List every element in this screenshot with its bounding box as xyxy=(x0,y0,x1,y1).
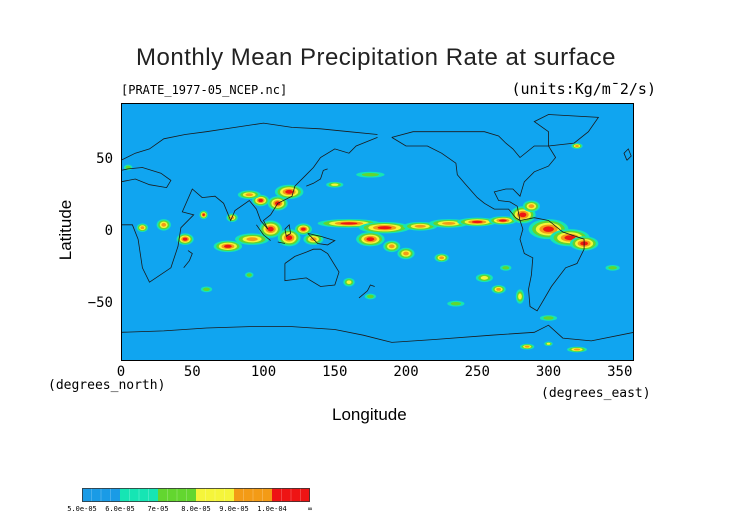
precip-region-level-5 xyxy=(301,227,306,231)
units-label: (units:Kg/m¯2/s) xyxy=(511,80,657,98)
precip-region-level-5 xyxy=(223,244,232,248)
precip-region-level-3 xyxy=(346,280,352,285)
x-tick-label: 350 xyxy=(607,364,633,380)
y-axis-label: Latitude xyxy=(56,199,75,261)
colorbar-label: ∞ xyxy=(307,505,313,513)
colorbar-swatch xyxy=(158,488,197,502)
precip-region-level-4 xyxy=(245,193,254,197)
coastline xyxy=(121,122,378,161)
y-tick-label: 50 xyxy=(96,151,113,168)
colorbar-swatch xyxy=(272,488,310,502)
coastline xyxy=(121,167,172,225)
x-tick-label: 300 xyxy=(535,364,562,380)
precip-region-level-3 xyxy=(518,293,522,300)
x-tick-label: 200 xyxy=(393,364,419,380)
precip-region-level-5 xyxy=(471,220,483,224)
coastline xyxy=(262,137,378,230)
precip-region-level-5 xyxy=(258,198,263,203)
x-tick-label: 0 xyxy=(116,364,126,380)
coastline xyxy=(121,188,269,283)
map-title: Monthly Mean Precipitation Rate at surfa… xyxy=(136,44,616,71)
precip-region-level-2 xyxy=(450,301,462,306)
map-frame xyxy=(121,103,634,361)
precip-region-level-2 xyxy=(361,172,379,177)
precip-region-level-5 xyxy=(499,219,507,222)
coastline xyxy=(307,233,336,246)
precip-region-level-4 xyxy=(496,287,501,291)
x-tick-label: 250 xyxy=(464,364,490,380)
coastline xyxy=(519,217,585,312)
coastline xyxy=(391,137,521,221)
precip-region-level-4 xyxy=(442,221,456,225)
precip-region-level-2 xyxy=(203,287,210,292)
precip-region-level-5 xyxy=(285,189,294,194)
precip-region-level-3 xyxy=(546,342,551,345)
precip-region-level-4 xyxy=(403,251,409,256)
colorbar xyxy=(82,488,310,502)
y-tick-label: −50 xyxy=(87,294,113,311)
colorbar-label: 8.0e-05 xyxy=(181,505,211,513)
coastline xyxy=(121,324,634,343)
precip-region-level-2 xyxy=(543,316,554,320)
precip-region-level-4 xyxy=(439,256,444,260)
x-tick-label: 150 xyxy=(322,364,348,380)
precip-region-level-3 xyxy=(331,183,339,186)
coastline xyxy=(284,223,292,237)
colorbar-label: 9.0e-05 xyxy=(219,505,249,513)
precip-region-level-2 xyxy=(366,294,374,299)
x-tick-label: 50 xyxy=(183,364,201,380)
precip-region-level-3 xyxy=(480,276,489,280)
coastline xyxy=(183,250,193,269)
colorbar-label: 5.0e-05 xyxy=(67,505,97,513)
x-axis-unit: (degrees_east) xyxy=(541,386,651,401)
x-tick-label: 100 xyxy=(250,364,277,380)
precip-region-level-5 xyxy=(366,237,375,242)
coastline xyxy=(391,131,557,221)
coastline xyxy=(533,114,600,147)
precip-region-level-2 xyxy=(502,266,510,270)
precipitation-field xyxy=(123,143,620,353)
coastline xyxy=(256,224,271,241)
coastlines xyxy=(121,114,634,343)
x-axis-label: Longitude xyxy=(332,405,407,424)
precip-region-level-4 xyxy=(140,226,145,230)
precip-region-level-4 xyxy=(524,345,530,348)
precipitation-map xyxy=(121,103,634,361)
y-axis-unit: (degrees_north) xyxy=(48,378,166,393)
colorbar-label: 1.0e-04 xyxy=(257,505,287,513)
y-tick-label: 0 xyxy=(104,223,113,239)
precip-region-level-5 xyxy=(267,226,274,232)
colorbar-swatch xyxy=(234,488,273,502)
precip-region-level-4 xyxy=(161,222,167,227)
coastline xyxy=(284,248,340,287)
precip-region-level-4 xyxy=(414,224,426,228)
colorbar-label: 6.0e-05 xyxy=(105,505,135,513)
precip-region-level-4 xyxy=(388,244,395,249)
precip-region-level-4 xyxy=(575,145,579,147)
precip-region-level-4 xyxy=(246,237,258,242)
precip-region-level-5 xyxy=(182,237,188,241)
precip-region-level-5 xyxy=(286,235,293,241)
precip-region-level-2 xyxy=(608,266,617,270)
precip-region-level-4 xyxy=(528,204,535,209)
precip-region-level-5 xyxy=(519,212,527,218)
colorbar-swatch xyxy=(82,488,121,502)
coastline xyxy=(277,241,285,244)
coastline xyxy=(358,284,375,299)
precip-region-level-5 xyxy=(543,226,554,232)
precip-region-level-5 xyxy=(377,226,392,230)
colorbar-label: 7e-05 xyxy=(147,505,169,513)
file-label: [PRATE_1977-05_NCEP.nc] xyxy=(121,83,288,97)
precip-region-level-5 xyxy=(202,213,205,216)
colorbar-swatch xyxy=(196,488,235,502)
precip-region-level-2 xyxy=(125,165,131,170)
colorbar-swatch xyxy=(120,488,159,502)
precip-region-level-4 xyxy=(573,348,581,351)
coastline xyxy=(623,148,632,161)
coastline xyxy=(306,168,328,187)
colorbar-frame xyxy=(82,488,310,502)
precip-region-level-5 xyxy=(564,235,576,241)
precip-region-level-5 xyxy=(340,222,358,225)
precip-region-level-2 xyxy=(246,273,252,277)
